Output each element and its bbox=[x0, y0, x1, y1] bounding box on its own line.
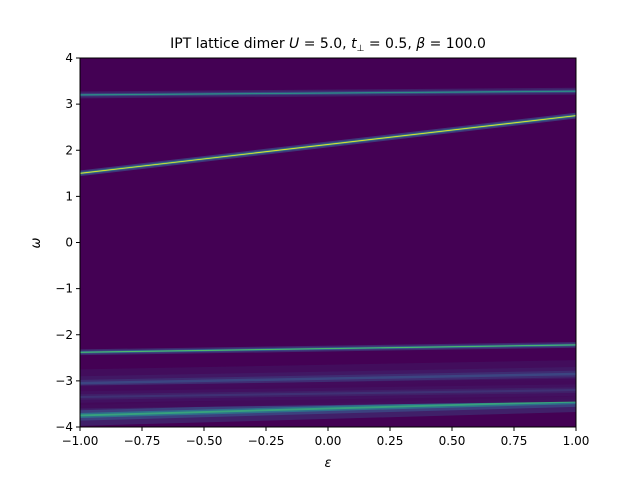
spectral-band bbox=[79, 112, 577, 177]
y-tick-label: 2 bbox=[65, 143, 73, 157]
x-tick-label: −0.75 bbox=[124, 434, 161, 448]
y-tick-label: 4 bbox=[65, 51, 73, 65]
y-axis: −4 −3 −2 −1 0 1 2 3 4 bbox=[55, 51, 80, 434]
y-tick-label: −3 bbox=[55, 374, 73, 388]
x-tick-label: 1.00 bbox=[563, 434, 590, 448]
spectral-band-segment bbox=[79, 372, 577, 385]
x-axis-label: ε bbox=[324, 456, 331, 471]
spectral-band bbox=[79, 360, 577, 398]
y-tick-label: −4 bbox=[55, 420, 73, 434]
spectral-band bbox=[79, 87, 577, 99]
spectral-band bbox=[79, 378, 577, 409]
x-tick-label: 0.50 bbox=[439, 434, 466, 448]
spectral-bands bbox=[79, 87, 577, 426]
y-tick-label: −1 bbox=[55, 282, 73, 296]
spectral-band-segment bbox=[79, 90, 577, 96]
x-tick-label: 0.25 bbox=[377, 434, 404, 448]
y-tick-label: 1 bbox=[65, 189, 73, 203]
y-tick-label: 3 bbox=[65, 97, 73, 111]
y-axis-label: ω bbox=[29, 237, 44, 248]
y-tick-label: −2 bbox=[55, 328, 73, 342]
chart-title: IPT lattice dimer U = 5.0, t⊥ = 0.5, β =… bbox=[170, 36, 486, 54]
spectral-band-segment bbox=[79, 389, 577, 399]
x-tick-label: −0.25 bbox=[248, 434, 285, 448]
spectral-band bbox=[79, 342, 577, 356]
spectral-band-segment bbox=[79, 400, 577, 417]
spectral-band-segment bbox=[79, 344, 577, 353]
x-axis: −1.00 −0.75 −0.50 −0.25 0.00 0.25 0.50 0.75 1.00 bbox=[62, 427, 590, 448]
spectral-band-segment bbox=[79, 115, 577, 174]
x-tick-label: 0.00 bbox=[315, 434, 342, 448]
x-tick-label: −0.50 bbox=[186, 434, 223, 448]
spectral-band bbox=[79, 391, 577, 426]
y-tick-label: 0 bbox=[65, 236, 73, 250]
x-tick-label: 0.75 bbox=[501, 434, 528, 448]
x-tick-label: −1.00 bbox=[62, 434, 99, 448]
